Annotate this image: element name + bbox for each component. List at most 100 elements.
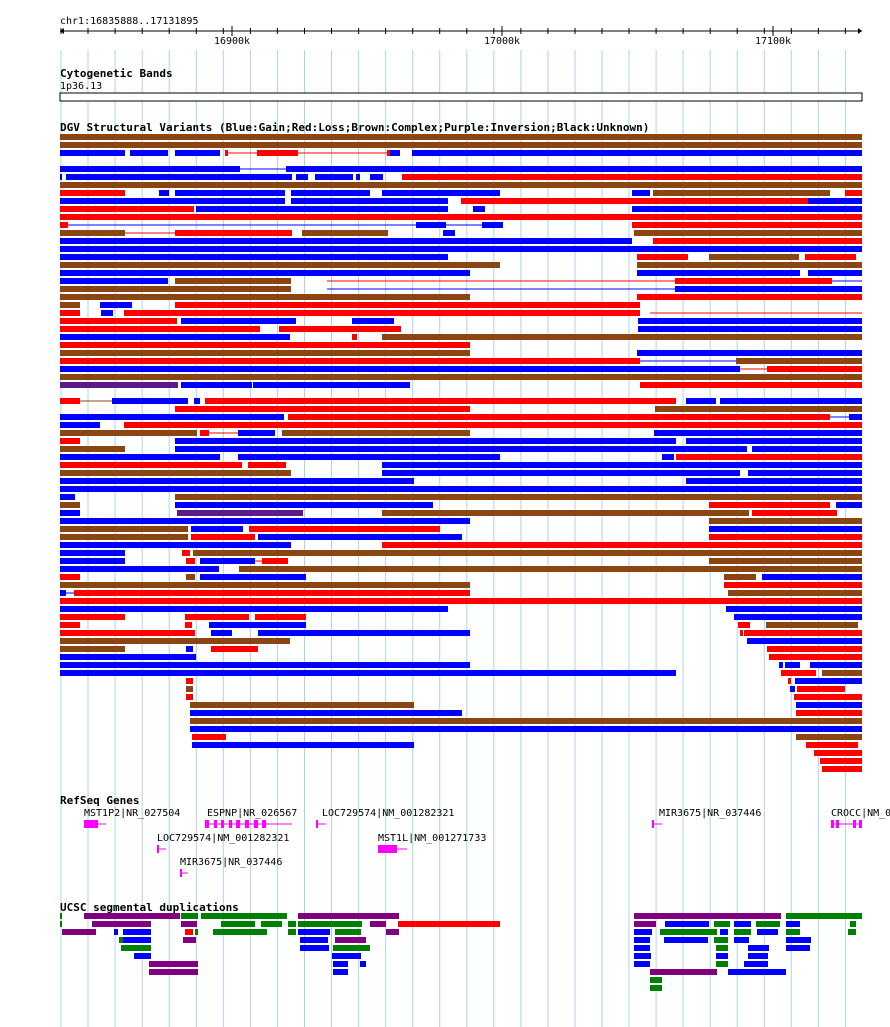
segmental-duplication[interactable] xyxy=(650,977,662,983)
segmental-duplication[interactable] xyxy=(716,961,728,967)
structural-variant[interactable] xyxy=(632,190,650,196)
segmental-duplication[interactable] xyxy=(84,913,180,919)
segmental-duplication[interactable] xyxy=(720,929,728,935)
segmental-duplication[interactable] xyxy=(748,945,769,951)
structural-variant[interactable] xyxy=(767,646,862,652)
structural-variant[interactable] xyxy=(190,718,862,724)
structural-variant[interactable] xyxy=(805,254,856,260)
structural-variant[interactable] xyxy=(257,150,298,156)
structural-variant[interactable] xyxy=(60,518,470,524)
structural-variant[interactable] xyxy=(356,174,360,180)
segmental-duplication[interactable] xyxy=(786,937,811,943)
structural-variant[interactable] xyxy=(473,206,485,212)
gene-mst1l[interactable] xyxy=(378,845,407,853)
structural-variant[interactable] xyxy=(60,638,290,644)
structural-variant[interactable] xyxy=(637,254,688,260)
structural-variant[interactable] xyxy=(637,270,800,276)
gene-crocc[interactable] xyxy=(831,820,862,828)
structural-variant[interactable] xyxy=(175,230,292,236)
structural-variant[interactable] xyxy=(810,662,862,668)
structural-variant[interactable] xyxy=(60,374,862,380)
segdup-features[interactable] xyxy=(60,913,862,991)
structural-variant[interactable] xyxy=(196,206,448,212)
structural-variant[interactable] xyxy=(637,294,862,300)
segmental-duplication[interactable] xyxy=(634,929,652,935)
segmental-duplication[interactable] xyxy=(92,921,151,927)
segmental-duplication[interactable] xyxy=(734,929,751,935)
structural-variant[interactable] xyxy=(60,510,80,516)
structural-variant[interactable] xyxy=(60,606,448,612)
segmental-duplication[interactable] xyxy=(298,921,362,927)
segmental-duplication[interactable] xyxy=(333,961,348,967)
structural-variant[interactable] xyxy=(443,230,455,236)
structural-variant[interactable] xyxy=(185,622,192,628)
structural-variant[interactable] xyxy=(60,646,125,652)
structural-variant[interactable] xyxy=(60,446,125,452)
structural-variant[interactable] xyxy=(60,182,862,188)
structural-variant[interactable] xyxy=(60,214,862,220)
structural-variant[interactable] xyxy=(808,270,862,276)
structural-variant[interactable] xyxy=(638,318,862,324)
structural-variant[interactable] xyxy=(60,334,290,340)
structural-variant[interactable] xyxy=(482,222,503,228)
structural-variant[interactable] xyxy=(60,654,196,660)
segmental-duplication[interactable] xyxy=(716,945,728,951)
structural-variant[interactable] xyxy=(766,622,858,628)
structural-variant[interactable] xyxy=(190,710,462,716)
structural-variant[interactable] xyxy=(182,550,190,556)
segmental-duplication[interactable] xyxy=(134,953,151,959)
segmental-duplication[interactable] xyxy=(714,937,728,943)
structural-variant[interactable] xyxy=(60,486,862,492)
structural-variant[interactable] xyxy=(402,174,862,180)
structural-variant[interactable] xyxy=(752,510,837,516)
structural-variant[interactable] xyxy=(808,198,862,204)
structural-variant[interactable] xyxy=(720,398,862,404)
structural-variant[interactable] xyxy=(60,190,125,196)
structural-variant[interactable] xyxy=(60,526,188,532)
segmental-duplication[interactable] xyxy=(850,921,856,927)
structural-variant[interactable] xyxy=(748,470,862,476)
structural-variant[interactable] xyxy=(258,630,470,636)
structural-variant[interactable] xyxy=(60,574,80,580)
dgv-track[interactable]: DGV Structural Variants (Blue:Gain;Red:L… xyxy=(60,121,862,772)
structural-variant[interactable] xyxy=(724,582,862,588)
structural-variant[interactable] xyxy=(60,358,640,364)
structural-variant[interactable] xyxy=(60,670,676,676)
structural-variant[interactable] xyxy=(822,766,862,772)
structural-variant[interactable] xyxy=(709,558,862,564)
segmental-duplication[interactable] xyxy=(786,913,862,919)
segmental-duplication[interactable] xyxy=(333,969,348,975)
structural-variant[interactable] xyxy=(60,198,285,204)
structural-variant[interactable] xyxy=(762,574,862,580)
structural-variant[interactable] xyxy=(60,502,80,508)
structural-variant[interactable] xyxy=(726,606,862,612)
structural-variant[interactable] xyxy=(781,670,816,676)
structural-variant[interactable] xyxy=(181,318,296,324)
structural-variant[interactable] xyxy=(728,590,862,596)
structural-variant[interactable] xyxy=(185,614,249,620)
structural-variant[interactable] xyxy=(175,150,220,156)
structural-variant[interactable] xyxy=(382,542,862,548)
segmental-duplication[interactable] xyxy=(149,969,198,975)
segmental-duplication[interactable] xyxy=(181,921,197,927)
structural-variant[interactable] xyxy=(370,174,383,180)
segdup-track[interactable]: UCSC segmental duplications xyxy=(60,901,862,991)
structural-variant[interactable] xyxy=(130,150,168,156)
structural-variant[interactable] xyxy=(60,286,291,292)
segmental-duplication[interactable] xyxy=(213,929,267,935)
structural-variant[interactable] xyxy=(175,190,285,196)
structural-variant[interactable] xyxy=(60,174,62,180)
segmental-duplication[interactable] xyxy=(60,921,62,927)
structural-variant[interactable] xyxy=(740,630,743,636)
gene-mir3675-b[interactable] xyxy=(180,869,188,877)
structural-variant[interactable] xyxy=(638,326,862,332)
segmental-duplication[interactable] xyxy=(634,913,781,919)
segmental-duplication[interactable] xyxy=(734,937,749,943)
structural-variant[interactable] xyxy=(112,398,188,404)
segmental-duplication[interactable] xyxy=(716,953,728,959)
gene-label-loc729574-b[interactable]: LOC729574|NM_001282321 xyxy=(157,833,289,844)
structural-variant[interactable] xyxy=(225,150,228,156)
structural-variant[interactable] xyxy=(315,174,353,180)
segmental-duplication[interactable] xyxy=(335,929,361,935)
structural-variant[interactable] xyxy=(60,254,448,260)
